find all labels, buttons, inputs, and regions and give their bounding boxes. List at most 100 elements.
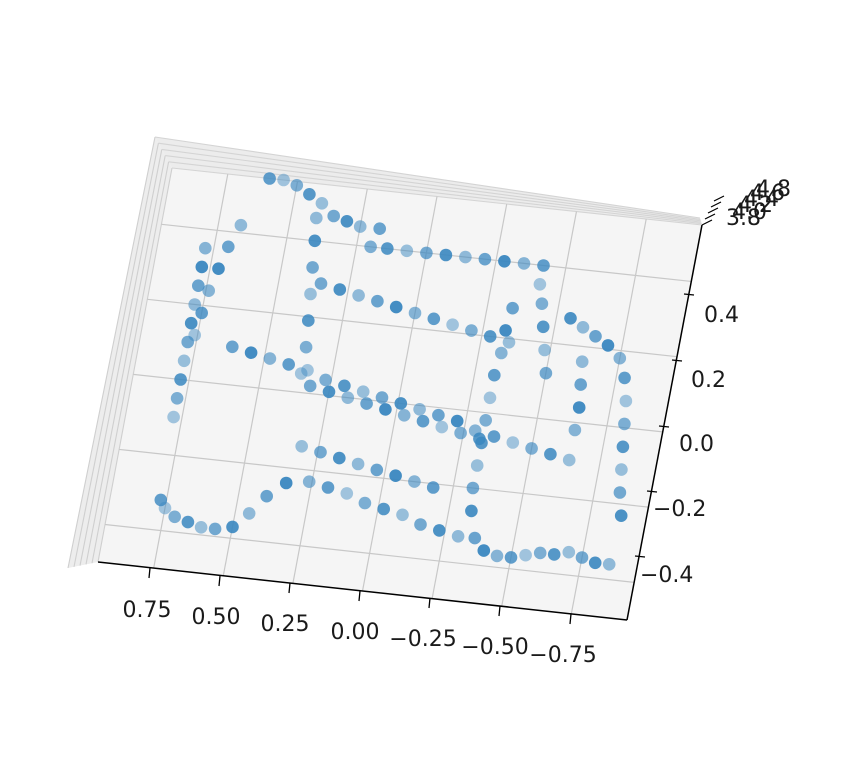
data-point (370, 463, 384, 477)
data-point (394, 397, 408, 410)
y-tick (710, 201, 722, 208)
data-point (619, 394, 633, 408)
data-point (167, 410, 180, 424)
data-point (242, 507, 256, 520)
axis-lines (97, 224, 703, 621)
data-point (319, 373, 332, 387)
data-point (547, 548, 561, 561)
data-point (234, 218, 248, 232)
data-point (199, 241, 212, 255)
data-point (454, 426, 467, 440)
data-point (400, 244, 414, 258)
data-point (533, 546, 547, 560)
data-point (181, 515, 195, 529)
data-point (414, 518, 427, 531)
data-point (465, 504, 478, 518)
data-point (451, 530, 465, 543)
data-point (432, 408, 445, 422)
data-point (158, 501, 172, 515)
data-point (375, 391, 389, 404)
depth-line-left (67, 136, 156, 569)
data-point (341, 391, 355, 405)
z-tick-label: 0.2 (691, 368, 726, 393)
data-point (479, 414, 493, 427)
data-point (351, 457, 365, 471)
data-point (525, 442, 538, 455)
y-tick-label: 4.0 (732, 200, 767, 225)
y-tick-label: 3.8 (726, 206, 761, 231)
depth-line-left (79, 149, 163, 566)
y-tick (713, 195, 725, 202)
z-tick: 0.0 (658, 425, 714, 457)
data-point (194, 521, 208, 534)
y-tick-label: 4.2 (738, 193, 773, 218)
y-tick (707, 207, 719, 214)
data-point (439, 248, 453, 262)
data-point (427, 312, 441, 326)
x-tick: 0.25 (261, 582, 309, 637)
x-tick: 0.75 (123, 567, 171, 623)
data-point (340, 487, 354, 500)
data-point (303, 188, 316, 201)
x-tick: 0.00 (331, 590, 379, 645)
data-point (562, 545, 576, 559)
depth-line-left (73, 143, 159, 567)
depth-line-top (168, 161, 702, 225)
data-point (616, 440, 630, 454)
data-point (306, 261, 319, 274)
data-point (435, 420, 449, 434)
data-point (618, 371, 631, 385)
pane-left-wall (68, 137, 172, 568)
data-point (304, 287, 317, 301)
data-point (301, 364, 314, 377)
data-point (564, 312, 577, 325)
data-point (333, 283, 347, 296)
data-point (416, 414, 430, 428)
x-tick: −0.50 (461, 605, 529, 660)
data-point (389, 469, 402, 483)
grid-line-x (361, 196, 438, 592)
data-point (396, 508, 409, 522)
x-tick: 0.50 (192, 575, 240, 630)
grid-line-x (222, 181, 299, 576)
data-point (506, 436, 520, 449)
data-point (478, 252, 492, 266)
y-tick (704, 213, 716, 220)
z-tick: −0.2 (646, 490, 706, 522)
depth-line-left (97, 167, 173, 563)
data-point (539, 366, 553, 380)
x-tick: −0.75 (529, 613, 597, 668)
data-point (260, 489, 274, 503)
data-point (575, 551, 589, 564)
data-point (588, 556, 602, 570)
data-point (188, 298, 201, 311)
axes-panes (68, 137, 702, 620)
data-point (538, 343, 551, 357)
data-point (322, 385, 336, 399)
data-point (568, 423, 582, 437)
data-point (533, 278, 547, 291)
depth-line-left (91, 161, 170, 564)
data-point (308, 234, 322, 248)
data-point (208, 522, 222, 536)
data-points (154, 172, 633, 571)
data-point (373, 222, 387, 235)
data-point (572, 401, 586, 414)
z-axis-ticks: 0.4 0.2 0.0 −0.2 −0.4 (634, 293, 739, 588)
x-tick-label: −0.25 (389, 627, 456, 652)
data-point (589, 330, 602, 343)
data-point (352, 289, 365, 302)
z-tick-label: 0.4 (704, 303, 739, 328)
data-point (168, 510, 181, 524)
data-point (279, 476, 293, 490)
y-axis-ticks: 3.8 4.0 4.2 4.4 4.6 4.8 (701, 177, 791, 231)
grid-line-z (104, 523, 635, 583)
data-point (466, 481, 480, 495)
data-point (188, 328, 201, 342)
z-tick: 0.2 (671, 359, 726, 393)
data-point (202, 284, 215, 298)
data-point (562, 453, 576, 467)
data-point (377, 502, 391, 516)
data-point (475, 436, 488, 450)
data-point (575, 355, 589, 369)
